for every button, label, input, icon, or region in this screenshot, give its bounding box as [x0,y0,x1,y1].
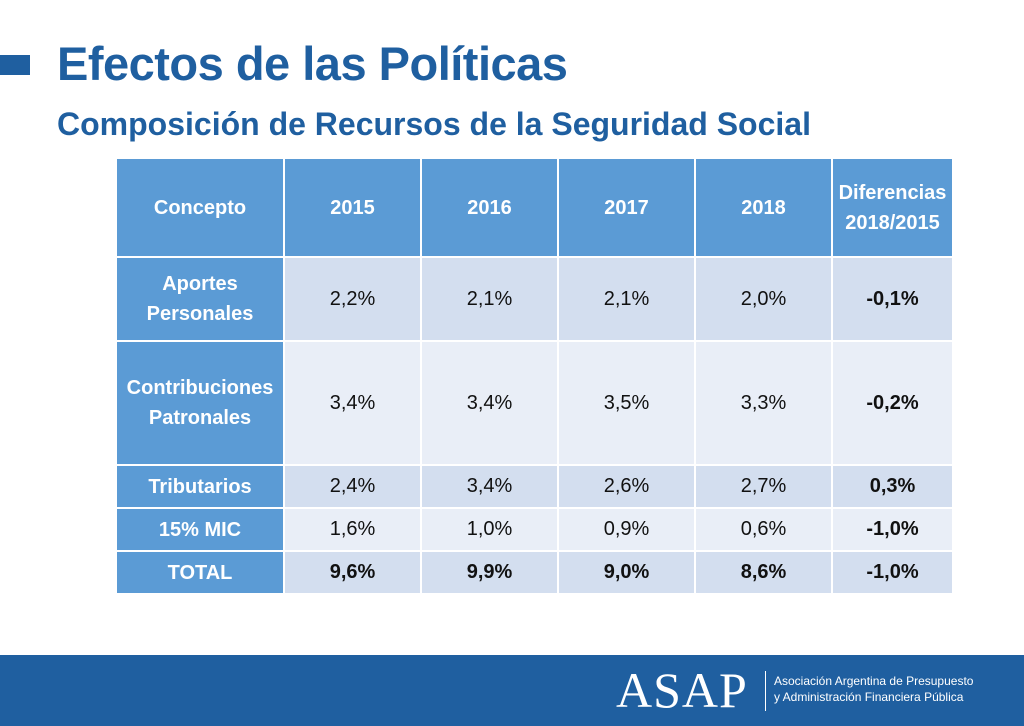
cell-value: 2,1% [422,258,559,342]
cell-value: 3,3% [696,342,833,466]
page-subtitle: Composición de Recursos de la Seguridad … [57,106,811,142]
org-name-line2: y Administración Financiera Pública [774,690,964,704]
cell-value: 0,6% [696,509,833,552]
row-label: Contribuciones Patronales [117,342,285,466]
cell-value: 3,4% [285,342,422,466]
cell-value: 9,6% [285,552,422,595]
cell-value: 3,4% [422,342,559,466]
logo-divider [765,671,766,711]
row-label: TOTAL [117,552,285,595]
org-name-line1: Asociación Argentina de Presupuesto [774,674,974,688]
cell-value: 1,6% [285,509,422,552]
cell-difference: -0,1% [833,258,954,342]
cell-value: 9,9% [422,552,559,595]
cell-value: 9,0% [559,552,696,595]
cell-value: 1,0% [422,509,559,552]
column-header-2017: 2017 [559,159,696,258]
asap-logo: ASAP [616,662,748,718]
cell-value: 2,1% [559,258,696,342]
cell-difference: -1,0% [833,552,954,595]
cell-value: 8,6% [696,552,833,595]
page-title: Efectos de las Políticas [57,37,568,90]
cell-value: 0,9% [559,509,696,552]
footer-band: ASAP Asociación Argentina de Presupuesto… [0,655,1024,726]
cell-difference: 0,3% [833,466,954,509]
table-header-row: Concepto 2015 2016 2017 2018 Diferencias… [117,159,954,258]
cell-difference: -1,0% [833,509,954,552]
cell-value: 2,4% [285,466,422,509]
cell-value: 2,7% [696,466,833,509]
cell-value: 3,4% [422,466,559,509]
table-row: Contribuciones Patronales 3,4% 3,4% 3,5%… [117,342,954,466]
title-accent-bar [0,55,30,75]
table-row: Tributarios 2,4% 3,4% 2,6% 2,7% 0,3% [117,466,954,509]
cell-difference: -0,2% [833,342,954,466]
row-label: 15% MIC [117,509,285,552]
column-header-2018: 2018 [696,159,833,258]
column-header-2015: 2015 [285,159,422,258]
row-label: Aportes Personales [117,258,285,342]
column-header-diferencias: Diferencias 2018/2015 [833,159,954,258]
cell-value: 2,2% [285,258,422,342]
row-label: Tributarios [117,466,285,509]
cell-value: 2,6% [559,466,696,509]
cell-value: 3,5% [559,342,696,466]
table-row-total: TOTAL 9,6% 9,9% 9,0% 8,6% -1,0% [117,552,954,595]
column-header-concepto: Concepto [117,159,285,258]
table-row: 15% MIC 1,6% 1,0% 0,9% 0,6% -1,0% [117,509,954,552]
data-table: Concepto 2015 2016 2017 2018 Diferencias… [117,159,954,595]
table-row: Aportes Personales 2,2% 2,1% 2,1% 2,0% -… [117,258,954,342]
column-header-2016: 2016 [422,159,559,258]
cell-value: 2,0% [696,258,833,342]
